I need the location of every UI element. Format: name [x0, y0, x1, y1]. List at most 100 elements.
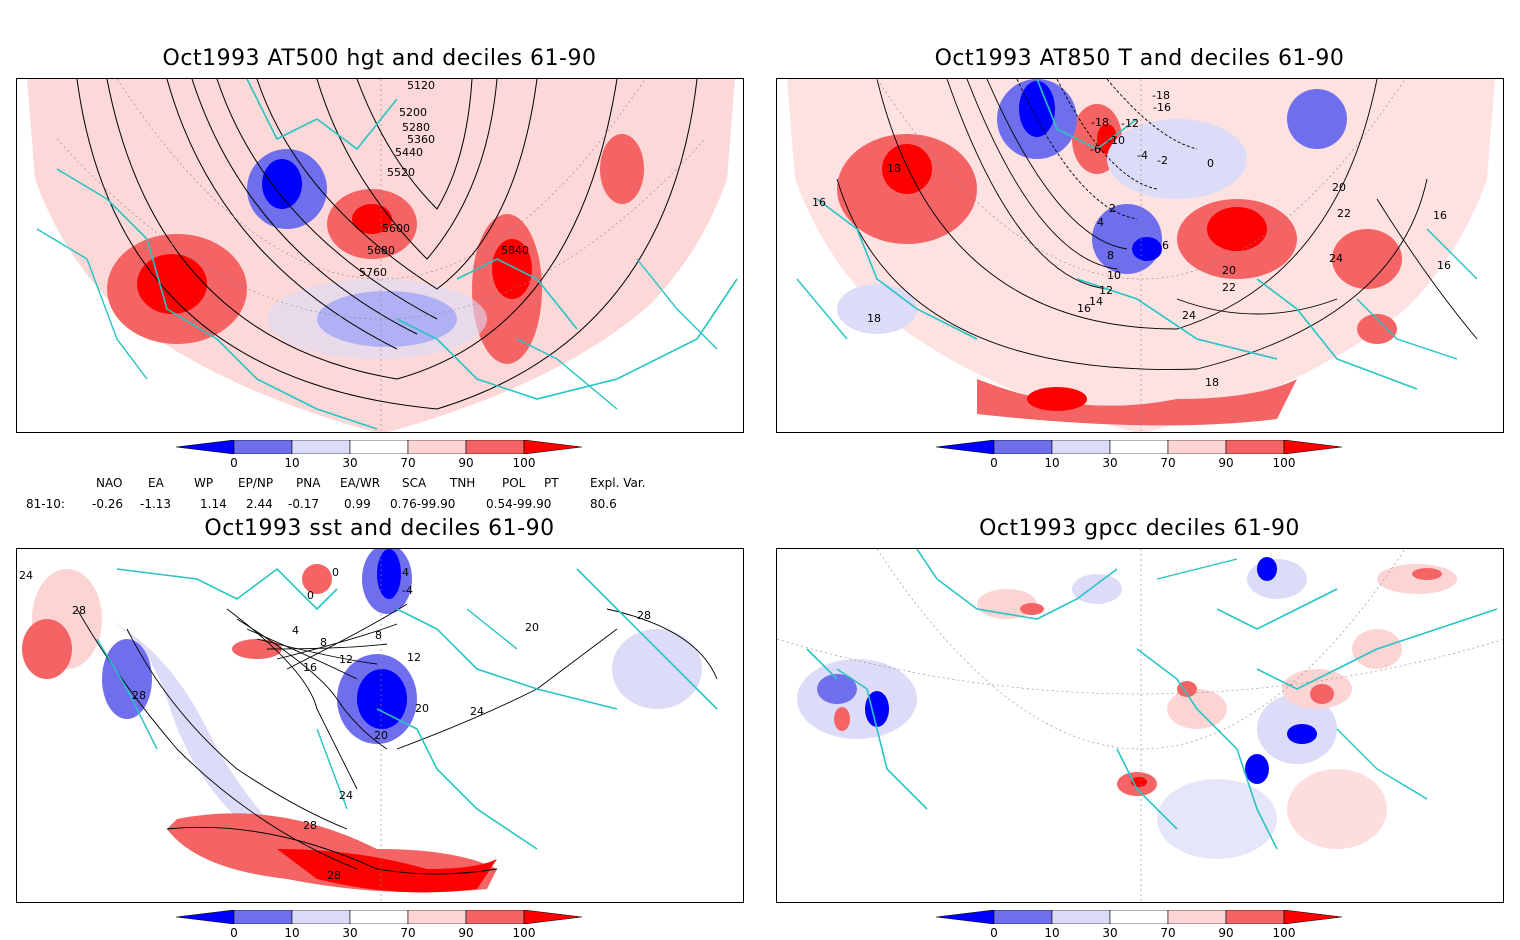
svg-text:12: 12 — [1099, 284, 1113, 297]
colorbar-tick-label: 0 — [230, 456, 238, 470]
colorbar-tick-label: 0 — [990, 456, 998, 470]
map-panel-gpcc — [776, 548, 1504, 903]
svg-text:18: 18 — [867, 312, 881, 325]
svg-text:20: 20 — [374, 729, 388, 742]
svg-text:-18: -18 — [1152, 89, 1170, 102]
index-value-pol: 0.54-99.90 — [486, 497, 552, 511]
svg-text:0: 0 — [332, 566, 339, 579]
colorbar-tick-label: 90 — [1218, 456, 1234, 470]
svg-text:20: 20 — [525, 621, 539, 634]
colorbar-tick-label: 90 — [458, 926, 474, 940]
svg-text:8: 8 — [320, 636, 327, 649]
svg-text:16: 16 — [1077, 302, 1091, 315]
svg-text:24: 24 — [470, 705, 484, 718]
contour-labels: 24 28 28 0 0 4 -4 4 8 8 12 12 16 20 20 2… — [19, 566, 651, 882]
index-header-eawr: EA/WR — [340, 476, 381, 490]
contour-label: 5360 — [407, 133, 435, 146]
index-value-ea: -1.13 — [140, 497, 172, 511]
svg-text:10: 10 — [1107, 269, 1121, 282]
colorbar-swatch — [523, 440, 583, 454]
index-row-label: 81-10: — [26, 497, 65, 511]
index-header-nao: NAO — [96, 476, 123, 490]
colorbar-3: 0 10 30 70 90 100 — [176, 910, 586, 940]
svg-text:24: 24 — [19, 569, 33, 582]
coastlines — [56, 79, 738, 430]
colorbar-swatches — [176, 910, 583, 924]
index-header-pol: POL — [502, 476, 526, 490]
index-value-sca: 0.76-99.90 — [390, 497, 456, 511]
index-value-eawr: 0.99 — [344, 497, 371, 511]
svg-text:28: 28 — [72, 604, 86, 617]
colorbar-swatch — [936, 440, 995, 454]
svg-text:6: 6 — [1162, 239, 1169, 252]
colorbar-tick-label: 90 — [1218, 926, 1234, 940]
colorbar-tick-label: 70 — [1160, 926, 1176, 940]
svg-text:8: 8 — [1107, 249, 1114, 262]
colorbar-tick-label: 100 — [1272, 456, 1296, 470]
svg-text:22: 22 — [1222, 281, 1236, 294]
index-value-epnp: 2.44 — [246, 497, 273, 511]
colorbar-swatch — [291, 910, 351, 924]
index-header-ea: EA — [148, 476, 164, 490]
colorbar-swatch — [349, 440, 409, 454]
svg-text:22: 22 — [1337, 207, 1351, 220]
svg-text:24: 24 — [1182, 309, 1196, 322]
colorbar-swatch — [465, 440, 525, 454]
colorbar-swatch — [993, 910, 1053, 924]
index-header-wp: WP — [194, 476, 214, 490]
svg-text:14: 14 — [1089, 295, 1103, 308]
index-value-nao: -0.26 — [92, 497, 124, 511]
colorbar-swatch — [407, 440, 467, 454]
map-panel-at850: -18 -16 -18 -12 -10 -6 -4 -2 0 2 4 6 8 1… — [776, 78, 1504, 433]
svg-text:8: 8 — [375, 629, 382, 642]
svg-text:-18: -18 — [1091, 116, 1109, 129]
svg-text:16: 16 — [812, 196, 826, 209]
index-value-explvar: 80.6 — [590, 497, 617, 511]
colorbar-2: 0 10 30 70 90 100 — [936, 440, 1346, 472]
svg-text:18: 18 — [1205, 376, 1219, 389]
colorbar-swatch — [1167, 440, 1227, 454]
map-at850: -18 -16 -18 -12 -10 -6 -4 -2 0 2 4 6 8 1… — [777, 79, 1503, 432]
svg-text:12: 12 — [339, 653, 353, 666]
colorbar-swatch — [176, 440, 235, 454]
svg-text:-6: -6 — [1090, 143, 1101, 156]
svg-text:24: 24 — [339, 789, 353, 802]
index-header-explvar: Expl. Var. — [590, 476, 646, 490]
map-panel-at500: 5120 5200 5280 5360 5440 5520 5600 5680 … — [16, 78, 744, 433]
contour-label: 5680 — [367, 244, 395, 257]
contour-labels: -18 -16 -18 -12 -10 -6 -4 -2 0 2 4 6 8 1… — [812, 89, 1451, 389]
colorbar-tick-label: 10 — [1044, 456, 1060, 470]
contour-label: 5840 — [501, 244, 529, 257]
colorbar-swatch — [233, 440, 293, 454]
svg-text:0: 0 — [307, 589, 314, 602]
index-header-tnh: TNH — [450, 476, 476, 490]
panel2-title: Oct1993 AT850 T and deciles 61-90 — [934, 46, 1345, 71]
contour-label: 5760 — [359, 266, 387, 279]
contour-label: 5440 — [395, 146, 423, 159]
svg-text:18: 18 — [887, 162, 901, 175]
index-header-epnp: EP/NP — [238, 476, 274, 490]
colorbar-tick-label: 70 — [400, 456, 416, 470]
contour-label: 5280 — [402, 121, 430, 134]
svg-text:4: 4 — [292, 624, 299, 637]
colorbar-swatch — [233, 910, 293, 924]
colorbar-swatch — [1109, 440, 1169, 454]
index-value-pna: -0.17 — [288, 497, 320, 511]
contour-label: 5600 — [382, 222, 410, 235]
panel3-title: Oct1993 sst and deciles 61-90 — [204, 516, 555, 541]
panel4-title: Oct1993 gpcc deciles 61-90 — [979, 516, 1300, 541]
colorbar-swatches — [936, 440, 1343, 454]
svg-text:28: 28 — [327, 869, 341, 882]
panel1-title: Oct1993 AT500 hgt and deciles 61-90 — [162, 46, 597, 71]
svg-text:-4: -4 — [402, 584, 413, 597]
contour-label: 5520 — [387, 166, 415, 179]
svg-text:24: 24 — [1329, 252, 1343, 265]
colorbar-swatches — [936, 910, 1343, 924]
colorbar-swatch — [1051, 440, 1111, 454]
contour-label: 5200 — [399, 106, 427, 119]
colorbar-swatch — [407, 910, 467, 924]
colorbar-swatch — [1283, 910, 1343, 924]
colorbar-tick-label: 0 — [230, 926, 238, 940]
svg-text:2: 2 — [1109, 202, 1116, 215]
colorbar-tick-label: 30 — [1102, 926, 1118, 940]
